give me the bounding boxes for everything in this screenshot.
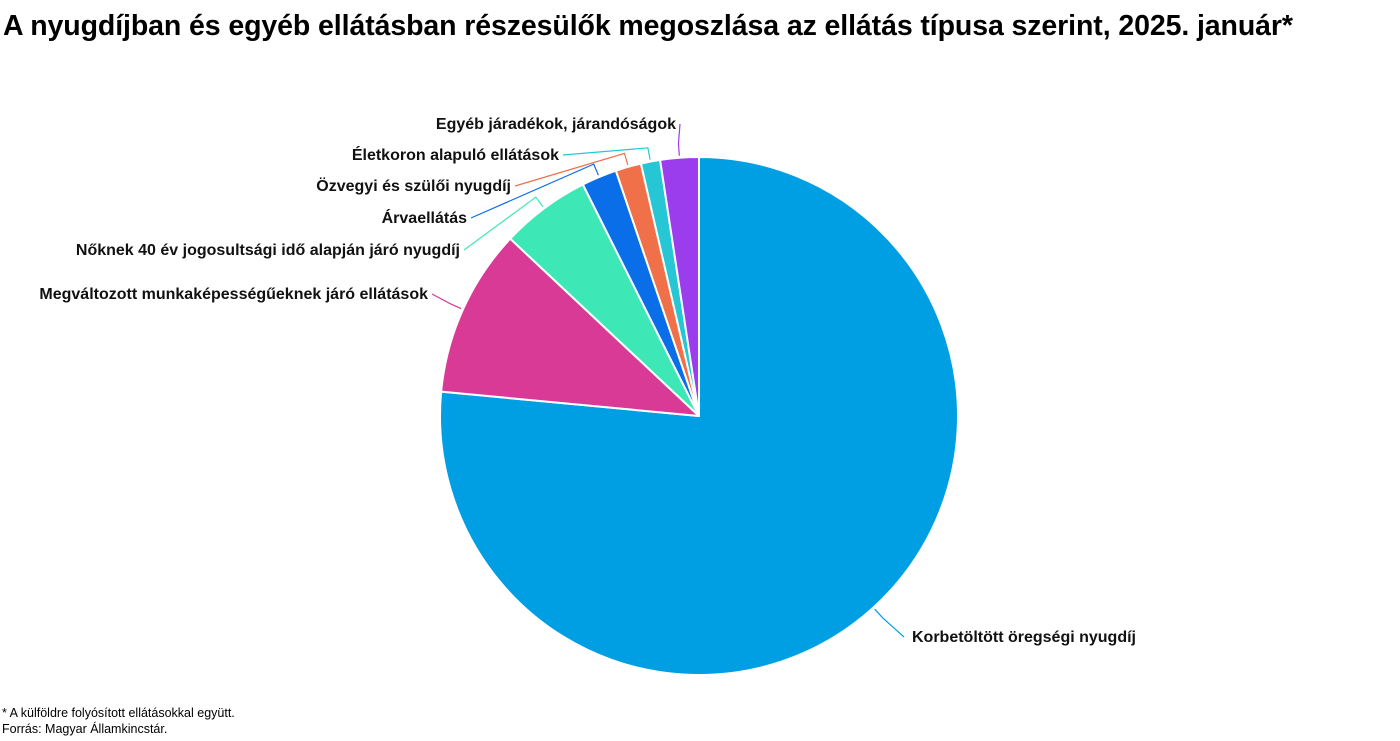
leader-line [562,147,651,160]
slice-labels: Korbetöltött öregségi nyugdíj Megváltozot… [39,116,1136,646]
pie-slice [659,156,700,417]
leader-lines [431,123,905,638]
pie-slice [440,237,700,417]
slice-label: Nőknek 40 év jogosultsági idő alapján já… [76,242,460,259]
chart-title: A nyugdíjban és egyéb ellátásban részesü… [3,10,1293,42]
slice-label: Életkoron alapuló ellátások [352,145,559,164]
footnote-source: Forrás: Magyar Államkincstár. [2,722,168,736]
leader-line [431,293,462,310]
leader-line [677,123,681,156]
slice-label: Özvegyi és szülői nyugdíj [316,176,511,195]
pie-slices [439,156,959,676]
footnote: * A külföldre folyósított ellátásokkal e… [2,705,235,737]
footnote-note: * A külföldre folyósított ellátásokkal e… [2,706,235,720]
leader-line [470,163,599,219]
slice-label: Egyéb járadékok, járandóságok [436,116,676,133]
leader-line [463,196,544,251]
leader-line [514,152,629,187]
leader-line [874,608,905,638]
slice-label: Korbetöltött öregségi nyugdíj [912,629,1136,646]
slice-label: Megváltozott munkaképességűeknek járó el… [39,286,428,303]
pie-slice [439,156,959,676]
slice-label: Árvaellátás [382,208,467,227]
